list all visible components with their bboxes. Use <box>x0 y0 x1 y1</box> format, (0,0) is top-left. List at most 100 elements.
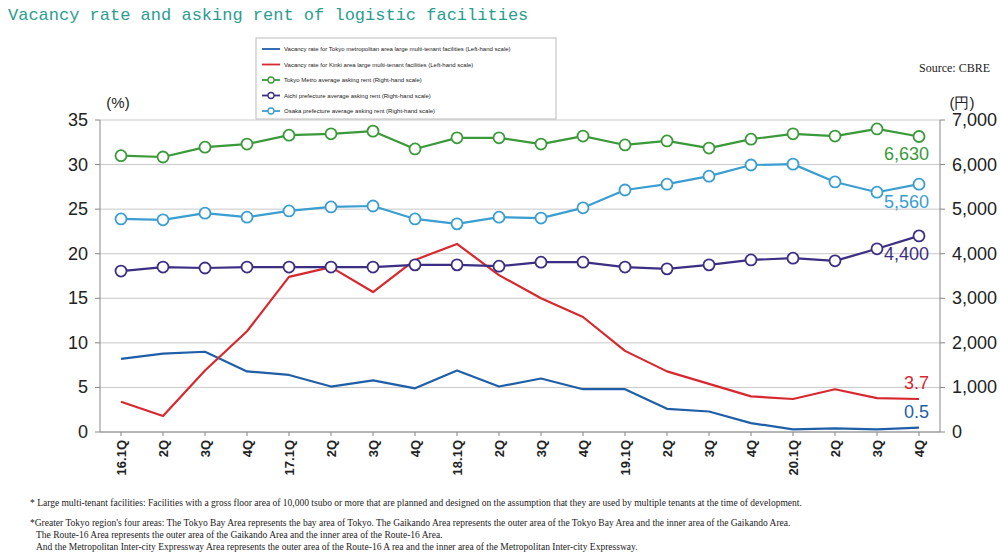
x-tick <box>793 432 794 436</box>
x-tick-label: 17.1Q <box>282 440 297 475</box>
series-line <box>121 236 919 271</box>
y2-tick-label: 1,000 <box>952 377 997 397</box>
series-marker <box>326 262 337 273</box>
series-marker <box>872 187 883 198</box>
y-axis-line <box>100 120 101 432</box>
footnote: And the Metropolitan Inter-city Expressw… <box>36 542 638 552</box>
y2-tick-label: 0 <box>952 422 962 442</box>
y-tick-label: 30 <box>68 155 88 175</box>
legend-swatch-marker <box>268 77 274 83</box>
series-marker <box>872 243 883 254</box>
series-marker <box>284 262 295 273</box>
series-marker <box>116 213 127 224</box>
x-tick <box>625 432 626 436</box>
series-marker <box>200 142 211 153</box>
series-marker <box>746 160 757 171</box>
series-marker <box>200 262 211 273</box>
x-tick-label: 3Q <box>870 440 885 457</box>
series-marker <box>914 131 925 142</box>
series-marker <box>158 214 169 225</box>
y2-tick-label: 7,000 <box>952 110 997 130</box>
x-tick-label: 3Q <box>198 440 213 457</box>
x-tick-label: 2Q <box>828 440 843 457</box>
data-label: 6,630 <box>884 144 929 164</box>
x-tick-label: 16.1Q <box>114 440 129 475</box>
series-marker <box>158 151 169 162</box>
y-tick-label: 5 <box>78 377 88 397</box>
y2-tick-label: 2,000 <box>952 333 997 353</box>
x-tick-label: 19.1Q <box>618 440 633 475</box>
x-axis-line <box>100 432 940 433</box>
footnote: * Large multi-tenant facilities: Facilit… <box>30 498 802 508</box>
series-marker <box>284 130 295 141</box>
y-tick <box>95 209 100 210</box>
y2-tick <box>940 209 945 210</box>
y-tick <box>95 342 100 343</box>
series-marker <box>704 171 715 182</box>
footnote: *Greater Tokyo region's four areas: The … <box>30 518 790 528</box>
y2-tick <box>940 387 945 388</box>
series-marker <box>830 255 841 266</box>
data-label: 4,400 <box>884 244 929 264</box>
x-tick <box>499 432 500 436</box>
x-tick-label: 4Q <box>408 440 423 457</box>
series-marker <box>452 259 463 270</box>
series-marker <box>704 259 715 270</box>
series-marker <box>662 135 673 146</box>
series-marker <box>116 150 127 161</box>
series-marker <box>410 143 421 154</box>
series-line <box>121 129 919 157</box>
x-tick-label: 3Q <box>702 440 717 457</box>
series-marker <box>536 139 547 150</box>
source: Source: CBRE <box>919 61 990 75</box>
x-tick-label: 2Q <box>492 440 507 457</box>
legend-swatch <box>262 64 280 66</box>
legend-label: Vacancy rate for Kinki area large multi-… <box>284 62 473 68</box>
y2-tick-label: 5,000 <box>952 199 997 219</box>
grid-line <box>100 164 940 165</box>
series-marker <box>326 128 337 139</box>
legend-label: Osaka prefecture average asking rent (Ri… <box>284 108 435 114</box>
series-marker <box>494 212 505 223</box>
y2-tick <box>940 253 945 254</box>
series-marker <box>788 253 799 264</box>
x-tick <box>457 432 458 436</box>
series-marker <box>830 176 841 187</box>
series-marker <box>536 213 547 224</box>
x-tick-label: 2Q <box>324 440 339 457</box>
series-marker <box>830 131 841 142</box>
series-marker <box>452 132 463 143</box>
x-tick <box>919 432 920 436</box>
x-tick-label: 3Q <box>366 440 381 457</box>
y-tick <box>95 298 100 299</box>
x-tick-label: 4Q <box>744 440 759 457</box>
x-tick-label: 3Q <box>534 440 549 457</box>
legend-label: Vacancy rate for Tokyo metropolitan area… <box>284 46 511 52</box>
data-label: 0.5 <box>904 402 929 422</box>
data <box>116 123 925 429</box>
y-tick <box>95 253 100 254</box>
series-marker <box>620 184 631 195</box>
y-tick-label: 0 <box>78 422 88 442</box>
x-tick-label: 4Q <box>240 440 255 457</box>
y2-tick <box>940 164 945 165</box>
series-marker <box>578 131 589 142</box>
x-tick <box>751 432 752 436</box>
y-tick <box>95 164 100 165</box>
series-marker <box>368 201 379 212</box>
x-tick <box>667 432 668 436</box>
title: Vacancy rate and asking rent of logistic… <box>8 6 528 25</box>
legend: Vacancy rate for Tokyo metropolitan area… <box>256 38 556 119</box>
series-marker <box>284 205 295 216</box>
x-tick <box>415 432 416 436</box>
series-line <box>121 352 919 430</box>
y-tick <box>95 387 100 388</box>
x-tick <box>877 432 878 436</box>
grid-line <box>100 342 940 343</box>
series-marker <box>914 230 925 241</box>
series-marker <box>452 218 463 229</box>
legend-box <box>256 38 556 119</box>
series-marker <box>494 261 505 272</box>
series-line <box>121 244 919 416</box>
x-tick-label: 20.1Q <box>786 440 801 475</box>
